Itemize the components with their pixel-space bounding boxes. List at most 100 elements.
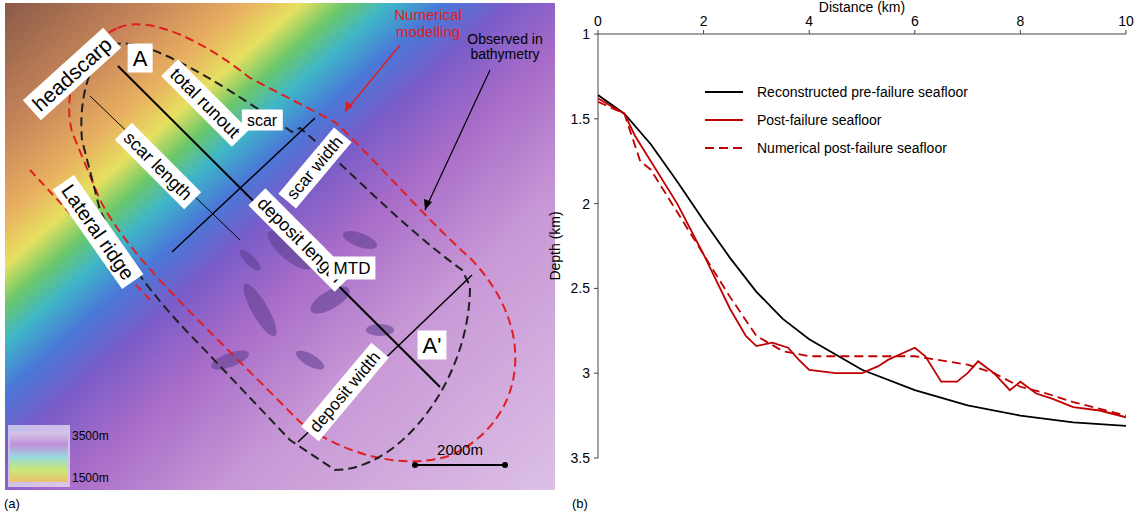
x-tick	[914, 30, 915, 34]
scale-bar	[415, 464, 505, 466]
scale-bar-label: 2000m	[437, 441, 483, 458]
numerical-outline	[69, 24, 515, 461]
label-box	[329, 257, 376, 280]
annotation-line: Observed in	[467, 31, 542, 47]
label-box	[278, 127, 351, 208]
legend-label: Post-failure seafloor	[757, 112, 882, 128]
y-tick-label: 1.5	[571, 111, 591, 127]
legend-label: Numerical post-failure seafloor	[757, 140, 947, 156]
colorbar	[10, 432, 68, 482]
map-label: scar	[242, 110, 283, 131]
series-line	[598, 102, 1126, 416]
map-label-text: Lateral ridge	[57, 180, 139, 284]
map-label: deposit width	[301, 343, 389, 441]
annotation-line: bathymetry	[470, 46, 539, 62]
label-box	[53, 175, 144, 289]
y-tick-label: 3	[582, 365, 590, 381]
map-label-text: A	[133, 46, 148, 71]
map-label: A'	[418, 331, 447, 360]
y-tick	[594, 34, 598, 35]
deposit-width-line	[298, 275, 472, 442]
map-label: scar width	[278, 127, 351, 208]
x-tick-label: 8	[1017, 13, 1025, 29]
profile-line	[118, 66, 440, 387]
map-label-text: scar width	[283, 133, 347, 204]
x-tick	[809, 30, 810, 34]
map-label: A	[128, 44, 153, 73]
panel-label: (b)	[572, 496, 588, 511]
y-tick-label: 2	[582, 196, 590, 212]
x-tick	[703, 30, 704, 34]
map-label-text: headscarp	[28, 33, 116, 116]
mtd-blob	[237, 247, 264, 274]
label-box	[161, 59, 249, 147]
x-tick	[1126, 30, 1127, 34]
series-group	[598, 95, 1126, 426]
annotation-line: Numerical	[394, 6, 462, 23]
x-tick-label: 6	[911, 13, 919, 29]
annotation-line: modelling	[396, 23, 460, 40]
arrow-head	[424, 199, 432, 210]
x-tick	[598, 30, 599, 34]
legend: Reconstructed pre-failure seafloor Post-f…	[705, 84, 968, 156]
chart-panel: 024681011.522.533.5Distance (km)Depth (k…	[547, 0, 1134, 466]
legend-swatch	[705, 91, 743, 93]
panel-label: (a)	[4, 496, 20, 511]
y-axis-title: Depth (km)	[547, 211, 563, 280]
mtd-blob	[341, 227, 380, 252]
x-axis-title: Distance (km)	[819, 0, 905, 15]
map-panel: headscarp Atotal runoutscar scar width scar…	[5, 3, 555, 490]
y-axis	[598, 34, 599, 458]
y-tick-label: 2.5	[571, 280, 591, 296]
label-box	[301, 343, 389, 441]
legend-swatch	[705, 119, 743, 121]
y-tick-label: 3.5	[571, 450, 591, 466]
map-label-text: scar length	[120, 128, 196, 204]
x-tick-label: 0	[594, 13, 602, 29]
label-box	[128, 44, 153, 73]
x-axis	[598, 34, 1126, 35]
figure: headscarp Atotal runoutscar scar width scar…	[0, 0, 1137, 515]
label-box	[242, 110, 283, 131]
mtd-blob	[293, 347, 327, 373]
annotation-arrow	[345, 45, 400, 112]
lateral-ridge-line	[30, 170, 150, 300]
map-label-text: scar	[247, 112, 278, 129]
legend-swatch	[705, 147, 743, 149]
colorbar-label: 3500m	[72, 429, 109, 443]
colorbar-label: 1500m	[72, 471, 109, 485]
y-tick	[594, 118, 598, 119]
map-label: scar length	[115, 123, 201, 209]
map-label: Lateral ridge	[53, 175, 144, 289]
label-box	[23, 28, 121, 120]
map-label-text: total runout	[166, 64, 244, 142]
scale-bar-end	[412, 462, 418, 468]
x-tick	[1020, 30, 1021, 34]
legend-label: Reconstructed pre-failure seafloor	[757, 84, 968, 100]
y-tick	[594, 288, 598, 289]
map-label: MTD	[329, 257, 376, 280]
scale-bar-end	[502, 462, 508, 468]
map-label-text: A'	[423, 333, 442, 358]
mtd-blob	[238, 280, 282, 340]
map-label-text: deposit width	[306, 348, 384, 436]
map-label: headscarp	[23, 28, 121, 120]
x-tick-label: 2	[700, 13, 708, 29]
y-tick	[594, 203, 598, 204]
x-tick-label: 10	[1118, 13, 1134, 29]
bathymetry	[5, 3, 555, 490]
y-tick	[594, 373, 598, 374]
x-tick-label: 4	[805, 13, 813, 29]
annotation-arrow	[425, 70, 490, 210]
series-line	[598, 98, 1126, 417]
map-label: total runout	[161, 59, 249, 147]
series-line	[598, 95, 1126, 426]
label-box	[418, 331, 447, 360]
colorbar-ground	[8, 425, 70, 487]
observed-outline	[81, 43, 470, 470]
annotation: Observed inbathymetry	[467, 31, 542, 62]
arrow-head	[345, 101, 353, 112]
y-tick	[594, 458, 598, 459]
annotation: Numericalmodelling	[394, 6, 462, 40]
map-label-text: MTD	[334, 259, 371, 278]
